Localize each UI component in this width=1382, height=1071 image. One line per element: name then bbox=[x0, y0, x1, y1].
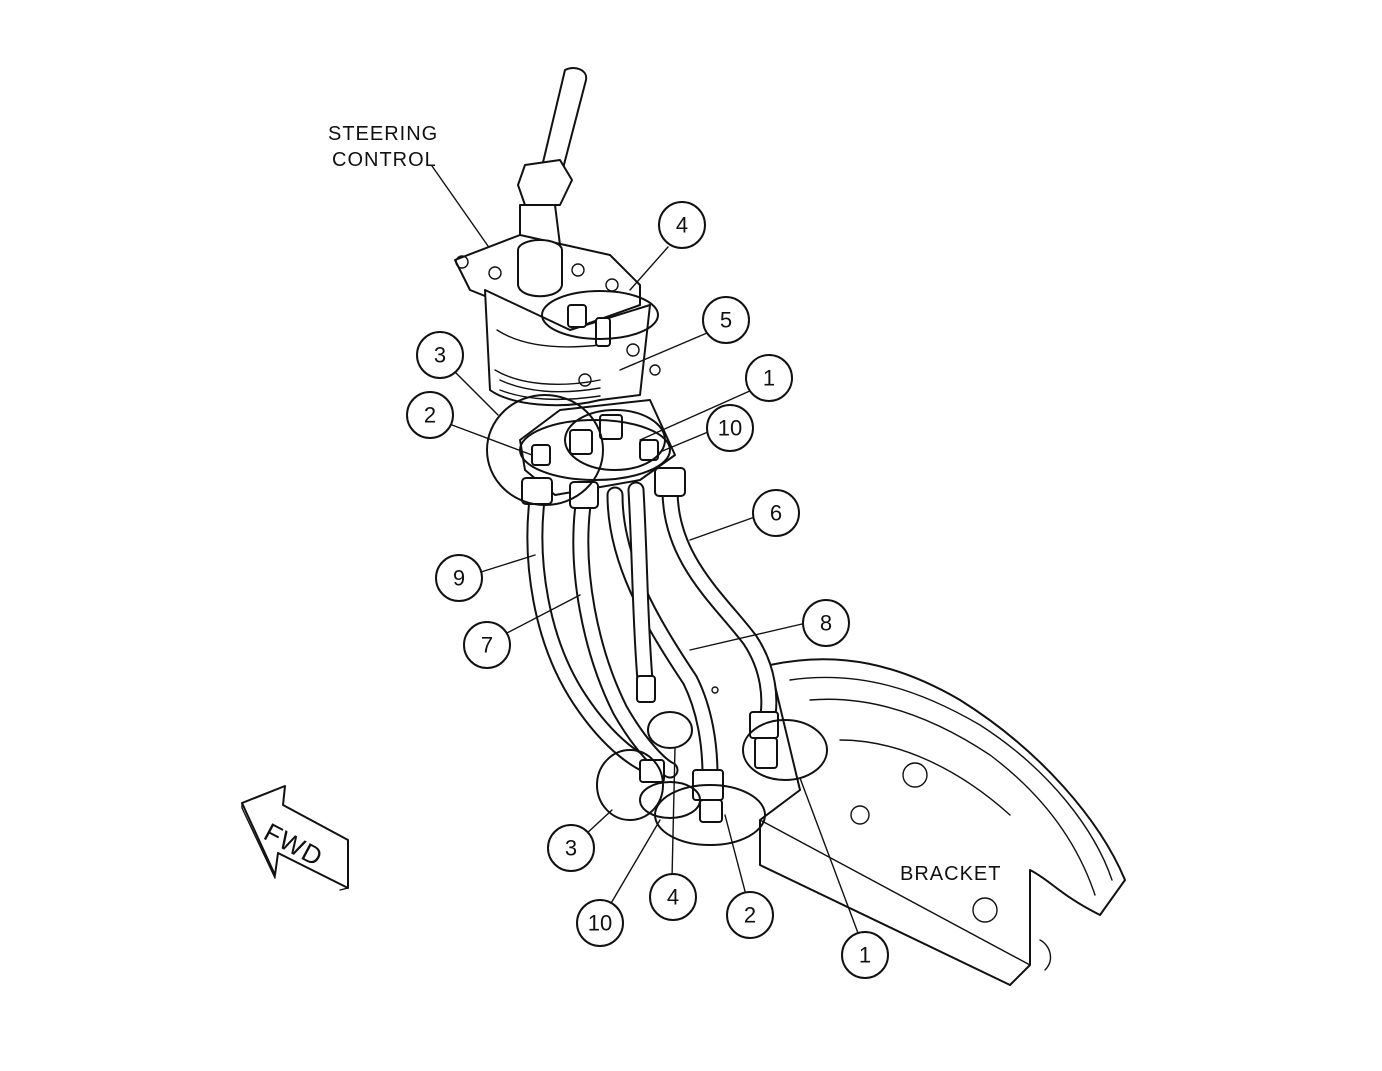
leader-lines bbox=[431, 165, 859, 934]
svg-text:6: 6 bbox=[770, 501, 782, 526]
detail-ring-10-lower bbox=[639, 781, 701, 819]
svg-text:8: 8 bbox=[820, 611, 832, 636]
svg-text:10: 10 bbox=[718, 416, 742, 441]
callout-1-upper: 1 bbox=[745, 354, 793, 402]
svg-text:4: 4 bbox=[667, 885, 679, 910]
detail-ring-1-lower bbox=[742, 719, 828, 781]
callout-2-lower: 2 bbox=[726, 891, 774, 939]
callout-5: 5 bbox=[702, 296, 750, 344]
svg-text:1: 1 bbox=[859, 943, 871, 968]
steering-control-label-line2: CONTROL bbox=[332, 149, 437, 171]
callout-4-lower: 4 bbox=[649, 873, 697, 921]
detail-ring-3-lower bbox=[596, 749, 664, 821]
bracket-label: BRACKET bbox=[900, 863, 1001, 885]
callout-6: 6 bbox=[752, 489, 800, 537]
callouts: 4 5 3 1 2 10 6 9 bbox=[406, 201, 889, 979]
callout-8: 8 bbox=[802, 599, 850, 647]
bracket-frame bbox=[759, 658, 1126, 986]
svg-text:7: 7 bbox=[481, 633, 493, 658]
svg-text:9: 9 bbox=[453, 566, 465, 591]
callout-3-upper: 3 bbox=[416, 331, 464, 379]
detail-ring-10-upper bbox=[564, 409, 666, 471]
callout-10-upper: 10 bbox=[706, 404, 754, 452]
svg-text:5: 5 bbox=[720, 308, 732, 333]
svg-text:1: 1 bbox=[763, 366, 775, 391]
svg-text:3: 3 bbox=[565, 836, 577, 861]
steering-control-unit bbox=[454, 67, 676, 496]
svg-text:10: 10 bbox=[588, 911, 612, 936]
callout-3-lower: 3 bbox=[547, 824, 595, 872]
callout-2-upper: 2 bbox=[406, 391, 454, 439]
steering-control-label-line1: STEERING bbox=[328, 123, 438, 145]
svg-text:4: 4 bbox=[676, 213, 688, 238]
callout-10-lower: 10 bbox=[576, 899, 624, 947]
svg-text:2: 2 bbox=[424, 403, 436, 428]
detail-ring-4-lower bbox=[647, 711, 693, 749]
detail-ring-3-upper bbox=[486, 394, 604, 506]
callout-9: 9 bbox=[435, 554, 483, 602]
callout-4-top: 4 bbox=[658, 201, 706, 249]
detail-rings bbox=[486, 290, 828, 846]
hoses bbox=[521, 467, 779, 823]
detail-ring-4-top bbox=[541, 290, 659, 340]
callout-7: 7 bbox=[463, 621, 511, 669]
svg-text:3: 3 bbox=[434, 343, 446, 368]
callout-1-lower: 1 bbox=[841, 931, 889, 979]
steering-control-label: STEERING CONTROL bbox=[328, 123, 438, 171]
svg-text:2: 2 bbox=[744, 903, 756, 928]
fwd-arrow: FWD bbox=[241, 785, 349, 891]
